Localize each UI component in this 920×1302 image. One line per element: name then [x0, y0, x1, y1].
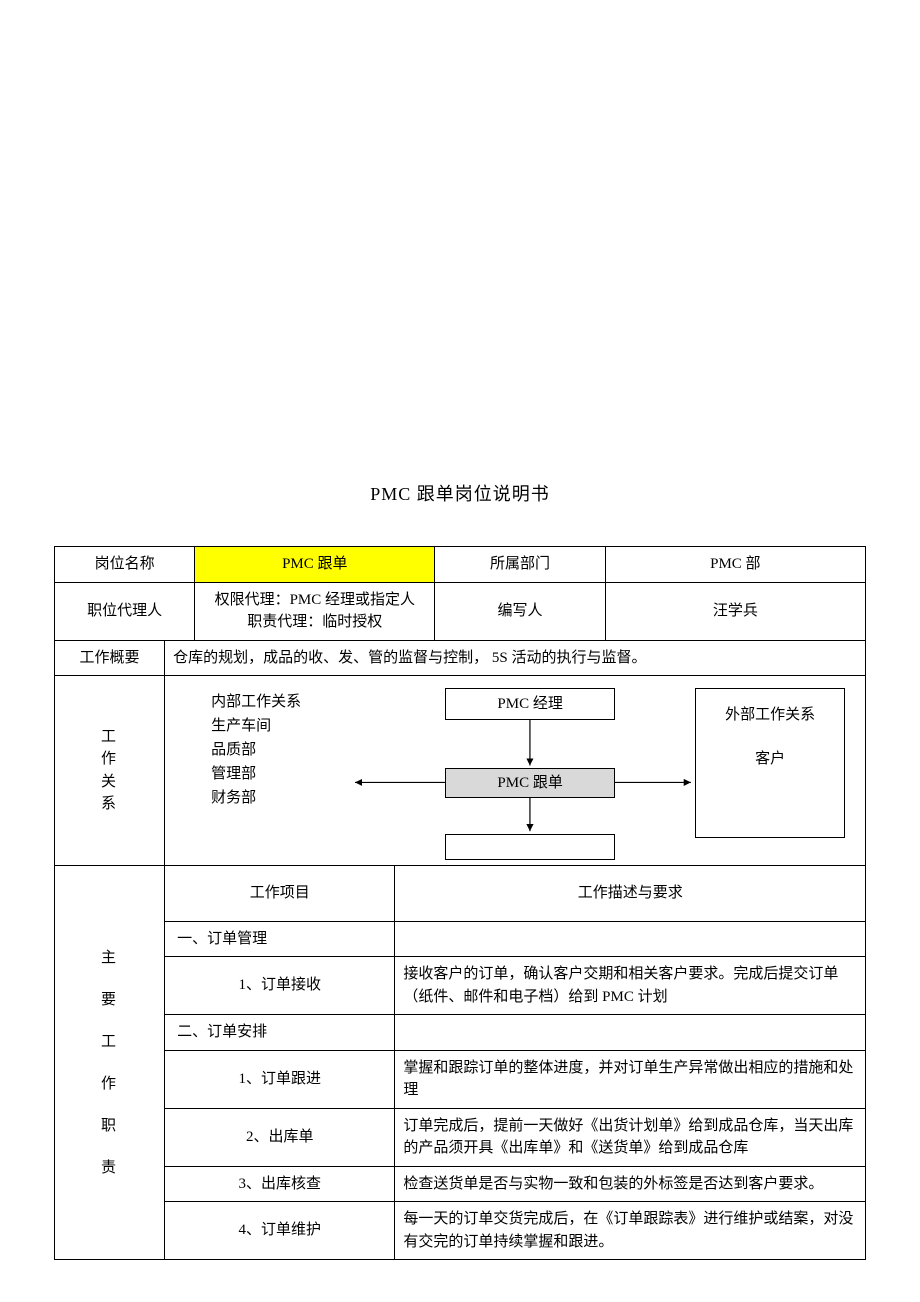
rel-char-3: 系: [101, 796, 118, 812]
task-row-5: 3、出库核查 检查送货单是否与实物一致和包装的外标签是否达到客户要求。: [55, 1166, 866, 1202]
header-row-2: 职位代理人 权限代理：PMC 经理或指定人 职责代理：临时授权 编写人 汪学兵: [55, 582, 866, 640]
proxy-line1: 权限代理：PMC 经理或指定人: [215, 592, 415, 608]
task-row-0: 一、订单管理: [55, 921, 866, 957]
task-desc-3: 掌握和跟踪订单的整体进度，并对订单生产异常做出相应的措施和处理: [395, 1050, 866, 1108]
rel-char-1: 作: [101, 751, 118, 767]
relations-diagram: 内部工作关系 生产车间 品质部 管理部 财务部 PMC 经理 PMC 跟单 外: [165, 676, 865, 865]
task-row-2: 二、订单安排: [55, 1015, 866, 1051]
value-position-name: PMC 跟单: [195, 547, 435, 583]
duty-char-4: 职: [101, 1118, 118, 1134]
label-relations: 工 作 关 系: [55, 676, 165, 866]
label-author: 编写人: [435, 582, 605, 640]
task-item-1: 1、订单接收: [165, 957, 395, 1015]
value-proxy: 权限代理：PMC 经理或指定人 职责代理：临时授权: [195, 582, 435, 640]
label-position-name: 岗位名称: [55, 547, 195, 583]
duty-char-1: 要: [101, 992, 118, 1008]
job-spec-table: 岗位名称 PMC 跟单 所属部门 PMC 部 职位代理人 权限代理：PMC 经理…: [54, 546, 866, 1260]
tasks-header-row: 主 要 工 作 职 责 工作项目 工作描述与要求: [55, 866, 866, 922]
task-desc-0: [395, 921, 866, 957]
value-author: 汪学兵: [605, 582, 865, 640]
header-row-1: 岗位名称 PMC 跟单 所属部门 PMC 部: [55, 547, 866, 583]
tasks-col2-header: 工作描述与要求: [395, 866, 866, 922]
task-item-6: 4、订单维护: [165, 1202, 395, 1260]
document-page: PMC 跟单岗位说明书 岗位名称 PMC 跟单 所属部门 PMC 部 职位代理人…: [0, 0, 920, 1260]
relations-diagram-cell: 内部工作关系 生产车间 品质部 管理部 财务部 PMC 经理 PMC 跟单 外: [165, 676, 866, 866]
task-row-1: 1、订单接收 接收客户的订单，确认客户交期和相关客户要求。完成后提交订单（纸件、…: [55, 957, 866, 1015]
label-main-duties: 主 要 工 作 职 责: [55, 866, 165, 1260]
label-summary: 工作概要: [55, 640, 165, 676]
label-proxy: 职位代理人: [55, 582, 195, 640]
task-desc-2: [395, 1015, 866, 1051]
task-item-0: 一、订单管理: [165, 921, 395, 957]
rel-char-0: 工: [101, 729, 118, 745]
task-desc-4: 订单完成后，提前一天做好《出货计划单》给到成品仓库，当天出库的产品须开具《出库单…: [395, 1108, 866, 1166]
summary-row: 工作概要 仓库的规划，成品的收、发、管的监督与控制， 5S 活动的执行与监督。: [55, 640, 866, 676]
task-desc-6: 每一天的订单交货完成后，在《订单跟踪表》进行维护或结案，对没有交完的订单持续掌握…: [395, 1202, 866, 1260]
task-row-3: 1、订单跟进 掌握和跟踪订单的整体进度，并对订单生产异常做出相应的措施和处理: [55, 1050, 866, 1108]
tasks-col1-header: 工作项目: [165, 866, 395, 922]
relations-row: 工 作 关 系 内部工作关系 生产车间 品质部 管理部 财务部 PMC 经: [55, 676, 866, 866]
proxy-line2: 职责代理：临时授权: [247, 614, 382, 630]
task-item-4: 2、出库单: [165, 1108, 395, 1166]
duty-char-3: 作: [101, 1076, 118, 1092]
rel-char-2: 关: [101, 774, 118, 790]
diagram-arrows: [165, 676, 865, 865]
duty-char-2: 工: [101, 1034, 118, 1050]
task-item-2: 二、订单安排: [165, 1015, 395, 1051]
task-item-5: 3、出库核查: [165, 1166, 395, 1202]
label-department: 所属部门: [435, 547, 605, 583]
task-item-3: 1、订单跟进: [165, 1050, 395, 1108]
value-department: PMC 部: [605, 547, 865, 583]
task-desc-5: 检查送货单是否与实物一致和包装的外标签是否达到客户要求。: [395, 1166, 866, 1202]
task-row-4: 2、出库单 订单完成后，提前一天做好《出货计划单》给到成品仓库，当天出库的产品须…: [55, 1108, 866, 1166]
duty-char-0: 主: [101, 950, 118, 966]
task-desc-1: 接收客户的订单，确认客户交期和相关客户要求。完成后提交订单（纸件、邮件和电子档）…: [395, 957, 866, 1015]
value-summary: 仓库的规划，成品的收、发、管的监督与控制， 5S 活动的执行与监督。: [165, 640, 866, 676]
task-row-6: 4、订单维护 每一天的订单交货完成后，在《订单跟踪表》进行维护或结案，对没有交完…: [55, 1202, 866, 1260]
document-title: PMC 跟单岗位说明书: [54, 480, 866, 506]
duty-char-5: 责: [101, 1160, 118, 1176]
